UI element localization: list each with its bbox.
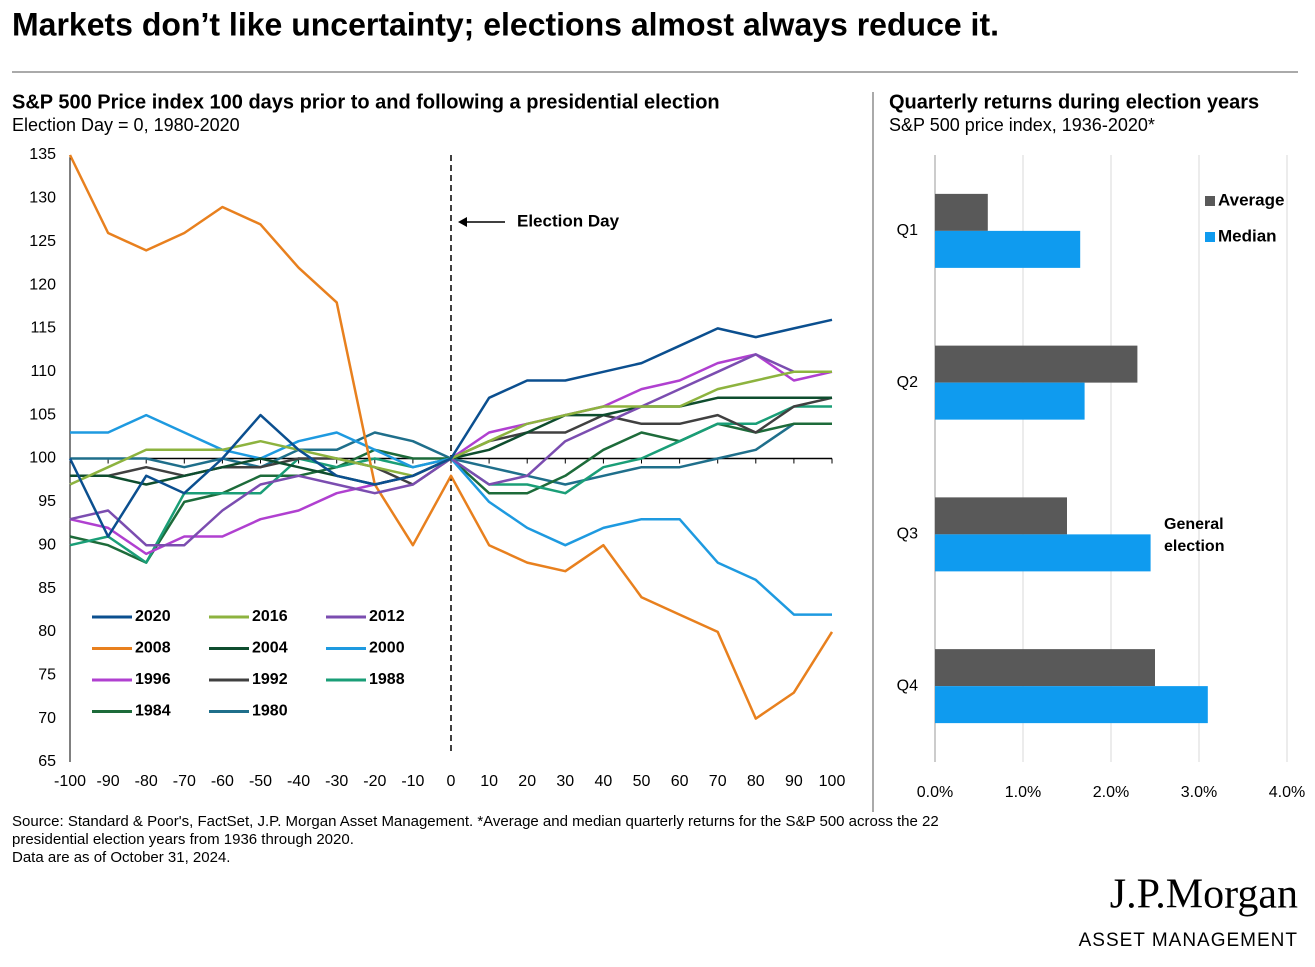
x-tick-label: 100 [819,773,846,790]
x-tick-label: -70 [173,773,196,790]
annotation: Election Day [517,211,620,230]
footnote: Data are as of October 31, 2024. [12,849,230,866]
y-tick-label: Q2 [897,374,918,391]
legend-label: 2004 [252,640,288,657]
y-tick-label: Q4 [897,677,918,694]
series-line [68,318,833,538]
legend-swatch [1205,232,1215,242]
legend-label: 2016 [252,608,288,625]
y-tick-label: 110 [30,363,56,380]
footnote: Source: Standard & Poor's, FactSet, J.P.… [12,813,939,830]
legend-label: 2008 [135,640,171,657]
x-tick-label: 40 [595,773,613,790]
legend-label: Average [1218,190,1284,209]
legend-label: 1992 [252,671,288,688]
y-tick-label: 85 [38,580,56,597]
y-tick-label: 105 [29,406,56,423]
bar [935,230,1081,268]
x-tick-label: -80 [135,773,158,790]
legend-label: 1996 [135,671,171,688]
page-title: Markets don’t like uncertainty; election… [12,6,999,42]
series-line [69,353,833,556]
x-tick-label: 4.0% [1269,784,1305,801]
logo-tagline: ASSET MANAGEMENT [1079,930,1298,951]
x-tick-label: 0.0% [917,784,953,801]
y-tick-label: 75 [38,667,56,684]
legend-label: 1984 [135,703,171,720]
x-tick-label: 30 [556,773,574,790]
y-tick-label: 120 [29,276,56,293]
chart-subtitle: Election Day = 0, 1980-2020 [12,115,240,135]
bar [935,686,1208,724]
x-tick-label: -90 [97,773,120,790]
y-tick-label: 115 [30,320,56,337]
chart-title: Quarterly returns during election years [889,91,1259,113]
x-tick-label: -40 [287,773,310,790]
legend-label: 2000 [369,640,405,657]
bar [935,193,988,231]
x-tick-label: -30 [325,773,348,790]
legend-swatch [1205,196,1215,206]
y-tick-label: 100 [29,450,56,467]
legend-label: 2020 [135,608,171,625]
y-tick-label: 130 [29,190,56,207]
chart-title: S&P 500 Price index 100 days prior to an… [12,91,720,113]
y-tick-label: 90 [38,536,56,553]
x-tick-label: 3.0% [1181,784,1217,801]
series-line [68,154,834,720]
y-tick-label: 80 [38,623,56,640]
legend-label: Median [1218,226,1277,245]
x-tick-label: -50 [249,773,272,790]
x-tick-label: 1.0% [1005,784,1041,801]
y-tick-label: 65 [38,753,56,770]
x-tick-label: 70 [709,773,727,790]
x-tick-label: 2.0% [1093,784,1129,801]
bar [935,497,1067,535]
annotation: General election [1164,516,1225,555]
x-tick-label: 90 [785,773,803,790]
x-tick-label: -100 [54,773,86,790]
x-tick-label: -60 [211,773,234,790]
bar [935,534,1151,572]
legend-label: 2012 [369,608,405,625]
bar [935,649,1155,687]
x-tick-label: -10 [401,773,424,790]
bar [935,382,1085,420]
chart-subtitle: S&P 500 price index, 1936-2020* [889,115,1155,135]
y-tick-label: 125 [29,233,56,250]
y-tick-label: 70 [38,710,56,727]
bar [935,345,1138,383]
x-tick-label: 0 [447,773,456,790]
legend-label: 1980 [252,703,288,720]
annotation-arrowhead [458,217,467,227]
x-tick-label: 60 [671,773,689,790]
x-tick-label: 50 [633,773,651,790]
y-tick-label: Q1 [897,222,918,239]
x-tick-label: 20 [518,773,536,790]
legend-label: 1988 [369,671,405,688]
x-tick-label: 10 [480,773,498,790]
y-tick-label: 135 [29,146,56,163]
x-tick-label: 80 [747,773,765,790]
footnote: presidential election years from 1936 th… [12,831,354,848]
logo: J.P.Morgan [1110,872,1298,918]
y-tick-label: Q3 [897,526,918,543]
y-tick-label: 95 [38,493,56,510]
x-tick-label: -20 [363,773,386,790]
